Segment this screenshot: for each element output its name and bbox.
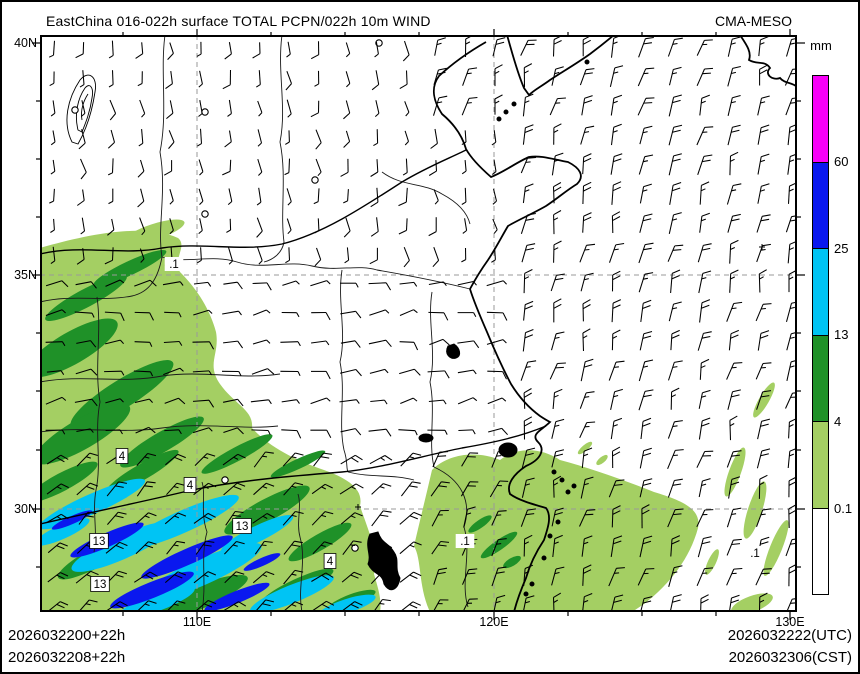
map-interior: .1 4 4 13 13 13 4 .1 .1 — [42, 37, 795, 610]
colorbar-seg-cyan — [813, 249, 828, 336]
colorbar-label-13: 13 — [834, 327, 849, 342]
model-name: CMA-MESO — [715, 13, 792, 29]
init-time-cst: 2026032208+22h — [8, 649, 126, 666]
colorbar-label-25: 25 — [834, 241, 849, 256]
svg-text:13: 13 — [236, 521, 249, 533]
colorbar-seg-white — [813, 508, 828, 594]
lon-label-120e: 120E — [479, 615, 509, 629]
svg-text:4: 4 — [327, 556, 334, 568]
valid-time-utc: 2026032222(UTC) — [727, 627, 852, 644]
svg-text:.1: .1 — [750, 548, 760, 560]
colorbar-label-60: 60 — [834, 154, 849, 169]
plot-title: EastChina 016-022h surface TOTAL PCPN/02… — [46, 13, 431, 29]
lat-label-30n: 30N — [14, 502, 37, 516]
city-markers — [71, 39, 765, 552]
colorbar-label-4: 4 — [834, 414, 842, 429]
svg-text:4: 4 — [119, 451, 126, 463]
valid-time-cst: 2026032306(CST) — [728, 649, 852, 666]
colorbar-seg-magenta — [813, 76, 828, 163]
axis-ticks — [32, 29, 805, 620]
init-time-utc: 2026032200+22h — [8, 627, 126, 644]
svg-text:13: 13 — [94, 579, 107, 591]
colorbar-seg-blue — [813, 162, 828, 249]
precip-layer — [42, 219, 789, 610]
geography-layer — [42, 37, 795, 610]
svg-text:.1: .1 — [169, 259, 179, 271]
colorbar — [812, 75, 829, 595]
colorbar-seg-darkgreen — [813, 335, 828, 422]
lon-label-110e: 110E — [182, 615, 212, 629]
svg-text:13: 13 — [93, 536, 106, 548]
svg-text:4: 4 — [187, 480, 194, 492]
colorbar-seg-lightgreen — [813, 422, 828, 509]
lat-label-40n: 40N — [14, 36, 37, 50]
colorbar-unit: mm — [810, 38, 832, 53]
colorbar-label-0p1: 0.1 — [834, 501, 853, 516]
graticule — [42, 37, 795, 610]
lat-label-35n: 35N — [14, 268, 37, 282]
contour-labels: .1 4 4 13 13 13 4 .1 .1 — [89, 257, 765, 592]
lon-label-130e: 130E — [775, 615, 805, 629]
wind-barbs — [45, 37, 795, 610]
svg-text:.1: .1 — [460, 536, 470, 548]
